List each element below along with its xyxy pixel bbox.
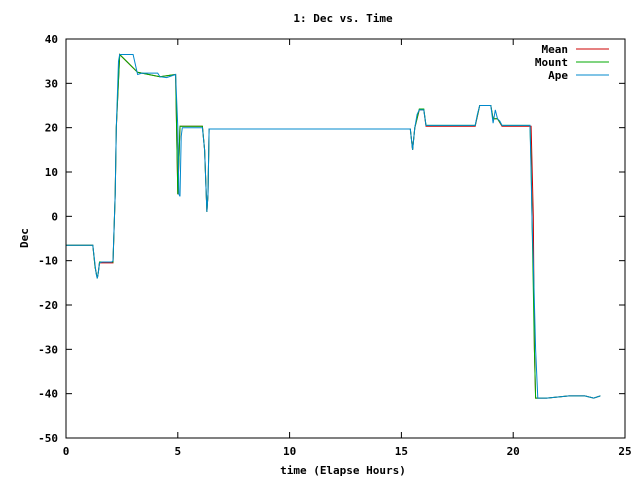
chart-title: 1: Dec vs. Time [293,12,393,25]
series-line-mount [66,53,601,399]
y-tick-label: -50 [38,432,58,445]
x-axis-label: time (Elapse Hours) [280,464,406,477]
x-tick-label: 5 [174,445,181,458]
y-axis-label: Dec [18,228,31,248]
y-tick-label: -30 [38,343,58,356]
y-tick-label: 40 [45,33,58,46]
x-axis-ticks: 0 5 10 15 20 25 [63,39,632,458]
y-tick-label: 20 [45,122,58,135]
series-line-ape [66,54,601,399]
y-tick-label: -40 [38,388,58,401]
x-tick-label: 10 [283,445,296,458]
y-tick-label: 0 [51,210,58,223]
legend-label-mean: Mean [542,43,569,56]
series-line-mean [66,53,601,399]
x-tick-label: 15 [395,445,408,458]
y-tick-label: -20 [38,299,58,312]
x-tick-label: 0 [63,445,70,458]
plot-frame [65,38,626,439]
legend-label-ape: Ape [548,69,568,82]
y-tick-label: 30 [45,77,58,90]
x-tick-label: 20 [507,445,520,458]
x-tick-label: 25 [618,445,631,458]
y-tick-label: -10 [38,255,58,268]
series-lines [66,53,601,399]
legend-label-mount: Mount [535,56,568,69]
y-tick-label: 10 [45,166,58,179]
